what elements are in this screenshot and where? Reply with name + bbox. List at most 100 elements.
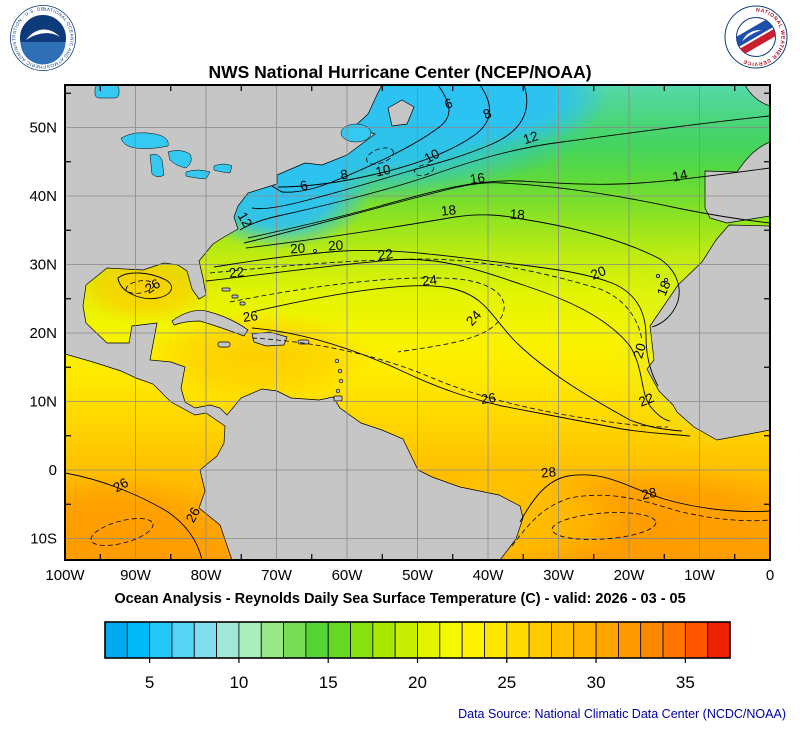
contour-label: 12 [235, 209, 256, 230]
colorbar-cell [372, 621, 396, 659]
lake-huron [167, 150, 192, 169]
contour-label: 26 [480, 390, 497, 407]
contour-label: 28 [640, 485, 658, 503]
colorbar-tick-label: 15 [319, 673, 338, 692]
contour-label: 22 [637, 390, 657, 410]
contour-label: 22 [377, 246, 394, 263]
cuba-island [171, 310, 249, 337]
gulf-inner-eddy [125, 280, 155, 294]
isotherm-26-gulf-eddy [117, 272, 172, 300]
contour-label: 18 [654, 279, 674, 299]
contour-label: 26 [183, 505, 203, 525]
england-france-corner [744, 85, 770, 107]
equatorial-eddy [551, 512, 657, 540]
frame-ticks [65, 85, 770, 560]
canary-island [656, 274, 660, 278]
lat-label: 30N [29, 257, 57, 274]
isotherm-24 [251, 285, 683, 432]
warm-eddy [366, 147, 394, 165]
lon-label: 90W [120, 567, 152, 584]
colorbar-cell [707, 621, 731, 659]
lake-michigan [149, 153, 165, 177]
isotherm-intermediate [209, 258, 643, 341]
lon-label: 60W [332, 567, 364, 584]
contour-label: 26 [242, 308, 259, 325]
page-title: NWS National Hurricane Center (NCEP/NOAA… [208, 61, 592, 82]
lon-label: 40W [473, 567, 505, 584]
colorbar-cell [617, 621, 642, 659]
colorbar-tick-label: 10 [229, 673, 248, 692]
lat-label: 0 [49, 462, 57, 479]
contour-label: 28 [540, 464, 557, 480]
isotherm-18 [245, 214, 680, 328]
americas-landmass [65, 85, 524, 560]
contour-label: 20 [589, 263, 609, 283]
colorbar-tick-label: 35 [676, 673, 695, 692]
trinidad-island [333, 395, 343, 402]
contour-label: 20 [630, 341, 649, 360]
contour-label: 16 [469, 170, 486, 187]
graticule [65, 85, 770, 560]
antilles-island [337, 368, 343, 374]
lon-label: 20W [614, 567, 646, 584]
lon-label: 30W [543, 567, 575, 584]
cold-north-water [350, 85, 610, 148]
contour-label: 20 [328, 238, 344, 254]
contour-label: 10 [374, 162, 392, 180]
map-frame [64, 84, 771, 561]
newfoundland-island [387, 99, 415, 127]
colorbar-cell [684, 621, 709, 659]
bermuda-island [313, 249, 317, 253]
noaa-ocean-shape [20, 42, 66, 65]
isotherm-26-pacific [65, 472, 203, 560]
colorbar-cell [327, 621, 351, 659]
landmasses [65, 85, 770, 560]
colorbar-tick-label: 25 [497, 673, 516, 692]
colorbar-tick-label: 20 [408, 673, 427, 692]
isotherm-26 [251, 327, 691, 437]
colorbar-cell [439, 621, 463, 659]
colorbar-tick-label: 5 [145, 673, 154, 692]
isotherm-intermediate [511, 494, 770, 547]
contour-label: 26 [142, 276, 163, 297]
colorbar-cell [216, 621, 240, 659]
isotherm-16 [243, 182, 770, 244]
colorbar-cells [104, 621, 731, 659]
map-caption: Ocean Analysis - Reynolds Daily Sea Surf… [114, 591, 686, 607]
bahamas-islands [221, 287, 231, 292]
isotherm-12 [239, 115, 770, 231]
colorbar-cell [417, 621, 441, 659]
lat-label: 10S [30, 531, 57, 548]
colorbar-cell [595, 621, 619, 659]
warm-eddy [413, 164, 435, 176]
contour-label: 6 [443, 95, 455, 112]
contour-label: 22 [228, 264, 245, 280]
colorbar-cell [551, 621, 575, 659]
colorbar-cell [394, 621, 418, 659]
africa-landmass [646, 224, 770, 441]
antilles-island [334, 358, 340, 364]
contour-label: 20 [290, 241, 306, 257]
nws-logo-icon: NATIONAL WEATHER SERVICE [724, 5, 788, 69]
isotherm-contours [65, 85, 770, 560]
colorbar-cell [126, 621, 151, 659]
lake-ontario [213, 163, 233, 174]
colorbar-cell [104, 621, 128, 659]
temperature-colorbar: 5 10 15 20 25 30 35 [104, 621, 731, 692]
isotherm-28 [519, 474, 770, 523]
lat-label: 40N [29, 188, 57, 205]
colorbar-cell [305, 621, 329, 659]
lon-label: 10W [684, 567, 716, 584]
contour-label: 26 [110, 475, 131, 496]
noaa-logo: NATIONAL OCEANIC AND ATMOSPHERIC ADMINIS… [10, 5, 76, 76]
gulf-of-st-lawrence [340, 123, 372, 143]
nws-cloud-icon [742, 30, 762, 42]
lon-label: 70W [261, 567, 293, 584]
lat-label: 20N [29, 325, 57, 342]
colorbar-tick-label: 30 [587, 673, 606, 692]
colorbar-cell [238, 621, 262, 659]
lon-label: 50W [402, 567, 434, 584]
colorbar-tick-labels: 5 10 15 20 25 30 35 [145, 658, 695, 692]
